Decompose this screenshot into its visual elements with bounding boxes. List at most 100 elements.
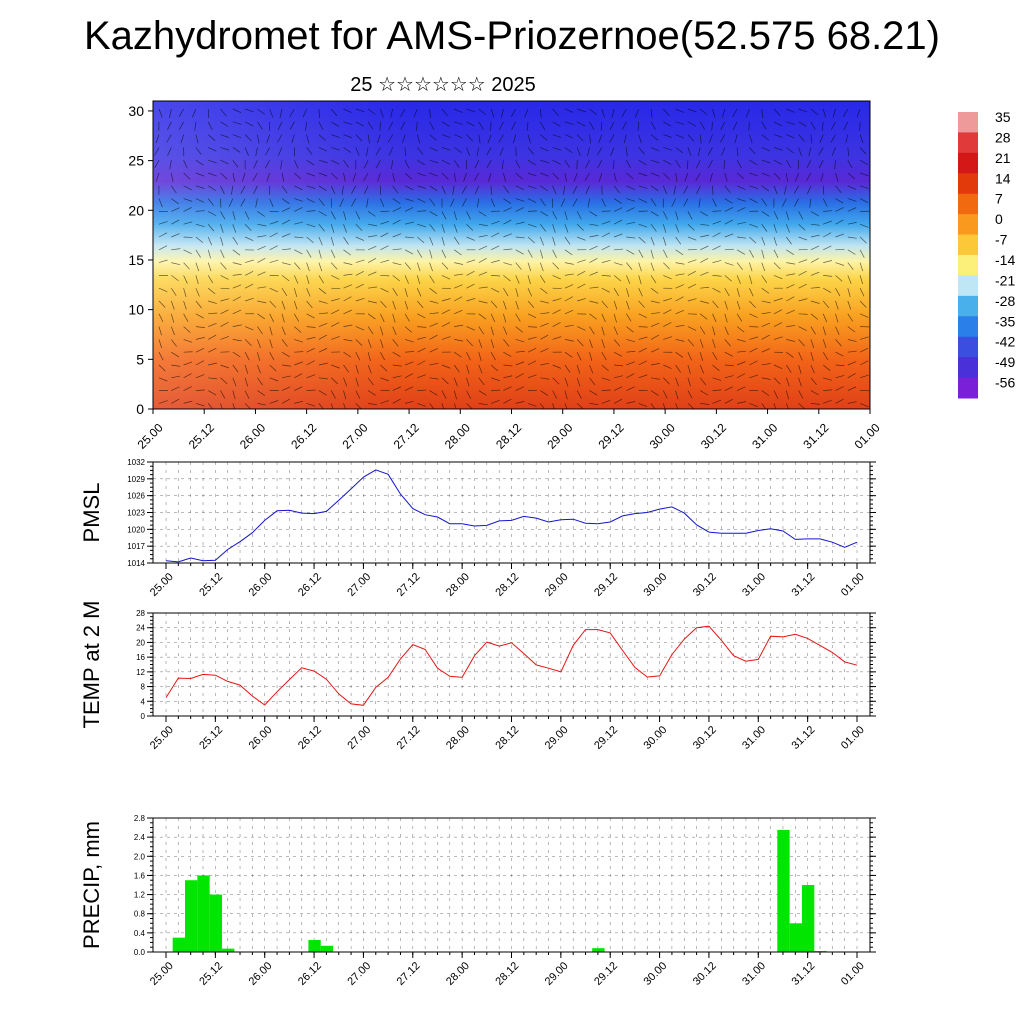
wind-barb [490,339,495,349]
wind-barb [650,312,660,315]
wind-barb [613,233,623,238]
wind-barb [503,198,512,204]
wind-barb [662,236,667,246]
wind-barb [343,284,352,289]
xtick-label: 01.00 [839,571,867,599]
wind-barb [441,309,451,315]
wind-barb [818,147,824,156]
wind-barb [341,185,344,195]
wind-barb [453,172,457,182]
wind-barb [675,236,682,245]
wind-barb [736,207,746,212]
wind-barb [367,377,374,386]
wind-barb [355,297,365,302]
wind-barb [281,364,291,367]
wind-barb [257,403,267,406]
wind-barb [587,147,590,157]
wind-barb [281,326,286,336]
wind-barb [822,339,827,349]
wind-barb [712,245,721,251]
wind-barb [609,121,615,130]
wind-barb [724,198,733,204]
wind-barb [589,211,598,217]
heatmap-ytick-label: 20 [128,202,144,218]
wind-barb [269,232,278,238]
wind-barb [540,300,550,304]
wind-barb [724,351,733,357]
precip-bar [789,923,802,952]
colorbar-swatch [958,234,978,256]
wind-barb [355,326,365,331]
colorbar-label: -35 [995,313,1015,329]
wind-barb [170,172,174,182]
wind-barb [306,403,316,407]
wind-barb [208,147,217,152]
wind-barb [281,172,285,182]
wind-barb [847,386,857,391]
wind-barb [417,360,426,366]
wind-barb [614,364,624,367]
wind-barb [835,351,844,357]
wind-barb [441,236,445,246]
wind-barb [724,233,734,238]
wind-barb [835,288,841,297]
wind-barb [503,386,512,391]
wind-barb [637,121,640,131]
wind-barb [318,390,327,396]
wind-barb [392,248,402,251]
wind-barb [429,159,439,164]
wind-barb [859,300,867,308]
wind-barb [564,403,568,409]
wind-barb [252,172,258,181]
wind-barb [736,249,746,255]
wind-barb [232,262,242,266]
wind-barb [380,300,387,308]
wind-barb [318,108,321,118]
wind-barb [454,351,462,358]
wind-barb [650,390,659,396]
wind-barb [564,324,574,327]
wind-barb [810,108,819,116]
wind-barb [280,160,283,170]
xtick-label: 26.12 [296,724,324,752]
wind-barb [564,364,571,373]
wind-barb [294,339,303,343]
wind-barb [293,275,299,284]
wind-barb [429,300,439,304]
wind-barb [330,390,336,399]
wind-barb [540,147,549,152]
wind-barb [490,287,500,293]
wind-barb [798,223,806,231]
wind-barb [601,300,608,309]
wind-barb [524,108,529,118]
wind-barb [318,334,327,340]
wind-barb [823,389,833,391]
wind-barb [293,288,298,297]
precip-bar [209,894,223,952]
wind-barb [441,108,449,117]
wind-barb [650,172,660,177]
wind-barb [306,262,310,272]
colorbar-swatch [958,214,978,236]
wind-barb [281,219,291,225]
wind-barb [699,108,708,115]
wind-barb [589,390,598,396]
wind-barb [281,313,285,323]
wind-barb [699,313,708,320]
heatmap-xtick-label: 28.00 [442,420,473,451]
wind-barb [626,339,636,343]
wind-barb [392,233,402,238]
wind-barb [638,347,647,353]
wind-barb [626,236,636,239]
wind-barb [650,363,660,366]
wind-barb [269,287,279,293]
wind-barb [798,298,808,302]
wind-barb [749,159,758,166]
wind-barb [663,262,670,270]
wind-barb [613,351,623,357]
wind-barb [154,147,160,156]
wind-barb [785,224,790,233]
precip-bar [801,885,815,952]
wind-barb [194,121,197,131]
wind-barb [584,172,590,181]
